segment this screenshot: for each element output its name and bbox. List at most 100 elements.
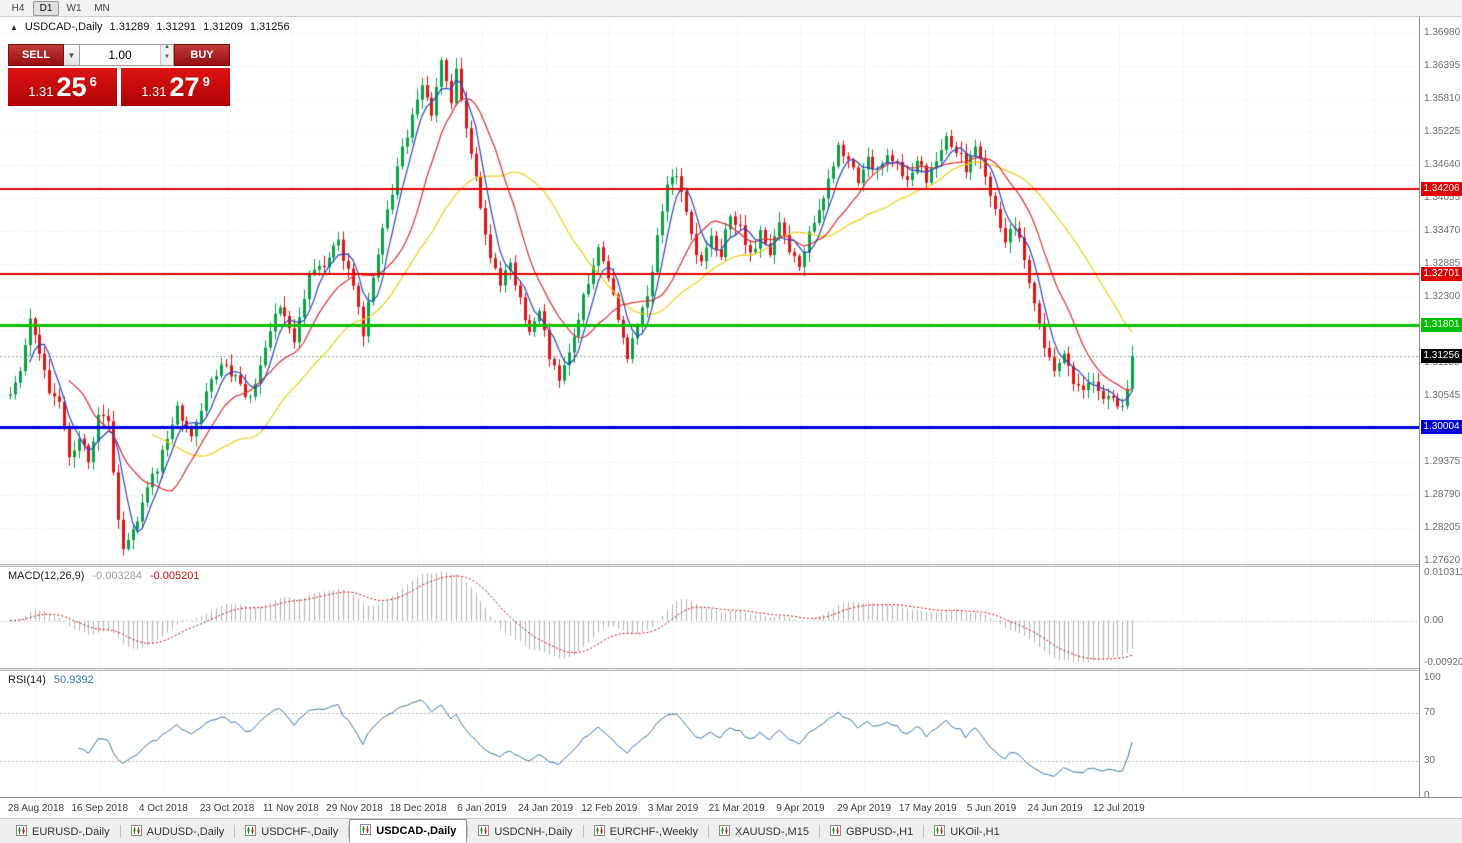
rsi-label: RSI(14) 50.9392 (8, 674, 94, 686)
timeframe-button-mn[interactable]: MN (94, 2, 110, 14)
pane-splitter[interactable] (0, 564, 1462, 567)
buy-button[interactable]: BUY (174, 44, 230, 66)
chart-icon (130, 825, 142, 839)
price-line-badge: 1.31801 (1421, 318, 1462, 333)
time-scale[interactable]: 28 Aug 2018 16 Sep 2018 4 Oct 2018 23 Oct 2… (0, 797, 1462, 818)
chart-icon (16, 825, 27, 839)
tab-label: EURCHF-,Weekly (609, 826, 698, 838)
ohlc-close: 1.31256 (249, 21, 290, 33)
trade-prices-row: 1.31 25 6 1.31 27 9 (8, 68, 230, 106)
macd-indicator-canvas[interactable] (0, 567, 1419, 668)
tab-eurchf-weekly[interactable]: EURCHF-,Weekly (584, 821, 708, 843)
tab-audusd-daily[interactable]: AUDUSD-,Daily (121, 821, 235, 843)
timeframe-toolbar: H4 D1 W1 MN (0, 0, 1462, 17)
time-axis-label: 12 Jul 2019 (1093, 803, 1145, 814)
time-axis-label: 18 Dec 2018 (389, 803, 447, 814)
tab-label: USDCAD-,Daily (376, 825, 457, 837)
price-scale-label: 1.30545 (1424, 390, 1461, 401)
macd-scale-label: 0.010311 (1424, 567, 1462, 578)
tab-separator (818, 825, 820, 838)
pane-splitter[interactable] (0, 668, 1462, 671)
rsi-scale-label: 100 (1424, 672, 1441, 683)
current-price-badge: 1.31256 (1421, 348, 1462, 363)
tab-separator (707, 825, 709, 838)
price-scale-label: 1.33470 (1424, 225, 1461, 236)
tab-separator (923, 825, 925, 838)
time-axis-label: 23 Oct 2018 (199, 803, 255, 814)
chart-icon (718, 825, 730, 839)
bid-price-panel[interactable]: 1.31 25 6 (8, 68, 117, 106)
volume-spinner: ▲ ▼ (160, 44, 173, 65)
price-line-badge: 1.30004 (1421, 419, 1462, 434)
trade-controls-row: SELL ▼ ▲ ▼ BUY (8, 44, 230, 66)
price-scale-label: 1.29375 (1424, 456, 1461, 467)
price-scale-label: 1.35225 (1424, 126, 1461, 137)
ask-pip-digit: 9 (202, 73, 210, 89)
rsi-scale-label: 30 (1424, 755, 1436, 766)
macd-main-value: -0.003284 (92, 570, 142, 582)
macd-name: MACD(12,26,9) (8, 570, 85, 582)
tab-xauusd-m15[interactable]: XAUUSD-,M15 (709, 821, 819, 843)
tab-eurusd-daily[interactable]: EURUSD-,Daily (6, 821, 120, 843)
macd-signal-value: -0.005201 (149, 570, 200, 582)
tab-usdchf-daily[interactable]: USDCHF-,Daily (235, 821, 348, 843)
chart-icon (829, 825, 841, 839)
price-line-badge: 1.32701 (1421, 267, 1462, 282)
rsi-name: RSI(14) (8, 674, 46, 686)
price-scale-label: 1.32300 (1424, 291, 1461, 302)
main-chart-canvas[interactable] (0, 17, 1419, 564)
chevron-down-icon: ▼ (67, 50, 76, 60)
rsi-value: 50.9392 (53, 674, 94, 686)
chart-symbol-title: USDCAD-,Daily (24, 21, 103, 33)
ohlc-open: 1.31289 (109, 21, 150, 33)
macd-scale-label: 0.00 (1424, 614, 1444, 626)
time-axis-label: 5 Jun 2019 (966, 803, 1017, 814)
ohlc-high: 1.31291 (156, 21, 197, 33)
bid-price-big: 25 (56, 72, 87, 102)
rsi-scale-label: 70 (1424, 707, 1436, 718)
tab-separator (582, 825, 584, 838)
volume-decrease-button[interactable]: ▼ (161, 54, 173, 65)
chart-header: ▲ USDCAD-,Daily 1.31289 1.31291 1.31209 … (10, 21, 290, 33)
sell-button[interactable]: SELL (8, 44, 64, 66)
bid-pip-digit: 6 (89, 73, 97, 89)
volume-input[interactable] (80, 45, 160, 65)
tab-label: USDCNH-,Daily (494, 826, 573, 838)
price-scale[interactable]: 1.36980 1.36395 1.35810 1.35225 1.34640 1.340… (1419, 17, 1462, 801)
time-axis-label: 12 Feb 2019 (581, 803, 638, 814)
tab-usdcnh-daily[interactable]: USDCNH-,Daily (468, 821, 582, 843)
ohlc-low: 1.31209 (203, 21, 243, 33)
price-scale-label: 1.34640 (1424, 159, 1461, 170)
time-axis-label: 6 Jan 2019 (457, 803, 507, 814)
price-scale-label: 1.36395 (1424, 60, 1461, 71)
rsi-indicator-canvas[interactable] (0, 671, 1419, 797)
chart-icon (934, 825, 946, 839)
tab-usdcad-daily[interactable]: USDCAD-,Daily (349, 819, 468, 843)
tab-ukoil-h1[interactable]: UKOil-,H1 (924, 821, 1010, 843)
tab-separator (467, 825, 469, 838)
price-scale-label: 1.32885 (1424, 258, 1461, 269)
chart-icon (593, 825, 605, 839)
time-axis-label: 24 Jun 2019 (1027, 803, 1083, 814)
volume-increase-button[interactable]: ▲ (161, 44, 173, 55)
chart-icon (360, 824, 372, 838)
timeframe-button-w1[interactable]: W1 (66, 2, 82, 14)
rsi-scale-label: 0 (1424, 790, 1430, 801)
ask-price-big: 27 (169, 72, 200, 102)
time-axis-label: 17 May 2019 (898, 803, 957, 814)
price-scale-label: 1.28790 (1424, 489, 1461, 500)
macd-label: MACD(12,26,9) -0.003284 -0.005201 (8, 570, 200, 582)
tab-gbpusd-h1[interactable]: GBPUSD-,H1 (820, 821, 923, 843)
price-scale-label: 1.27620 (1424, 555, 1461, 566)
timeframe-button-h4[interactable]: H4 (11, 2, 25, 14)
ask-price-panel[interactable]: 1.31 27 9 (121, 68, 230, 106)
volume-dropdown-button[interactable]: ▼ (64, 44, 80, 66)
price-scale-label: 1.35810 (1424, 93, 1461, 104)
time-axis-label: 29 Nov 2018 (326, 803, 383, 814)
price-line-badge: 1.34206 (1421, 182, 1462, 197)
bid-price-prefix: 1.31 (28, 83, 54, 99)
chart-icon (245, 825, 257, 839)
timeframe-button-d1[interactable]: D1 (33, 0, 59, 16)
